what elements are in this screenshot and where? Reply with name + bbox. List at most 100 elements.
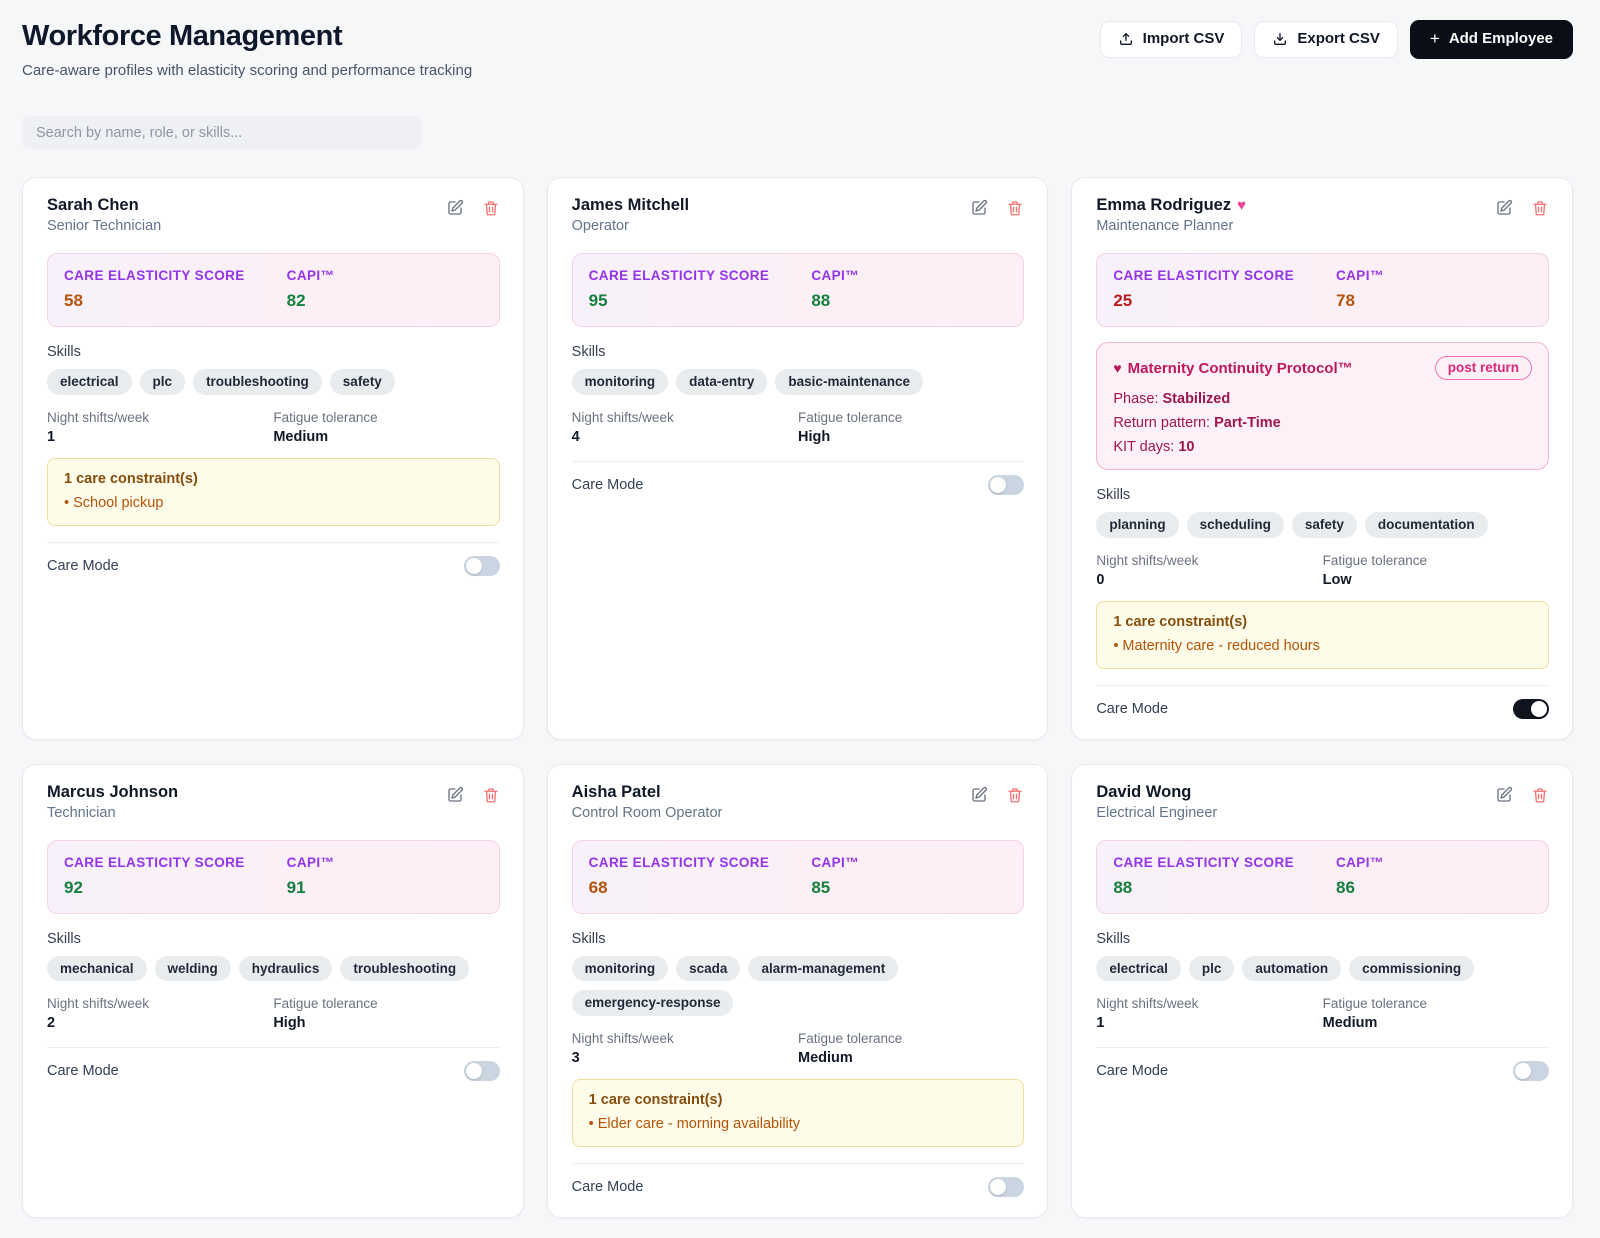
care-mode-label: Care Mode bbox=[47, 557, 119, 574]
fatigue-value: Low bbox=[1322, 571, 1352, 588]
skill-tags: monitoring data-entry basic-maintenance bbox=[571, 369, 1025, 395]
edit-icon bbox=[447, 199, 463, 215]
skill-tag: emergency-response bbox=[571, 990, 734, 1016]
care-mode-label: Care Mode bbox=[571, 476, 644, 493]
care-elasticity-value: 95 bbox=[588, 291, 608, 310]
skill-tags: monitoring scada alarm-management emergency… bbox=[571, 955, 1025, 1016]
care-elasticity-block: CARE ELASTICITY SCORE 92 bbox=[64, 855, 245, 898]
night-shifts-block: Night shifts/week 2 bbox=[47, 996, 273, 1031]
care-mode-label: Care Mode bbox=[1096, 700, 1169, 717]
skills-label: Skills bbox=[1096, 487, 1131, 503]
night-shifts-label: Night shifts/week bbox=[1096, 996, 1199, 1011]
maternity-rows: Phase: Stabilized Return pattern: Part-Ti… bbox=[1113, 391, 1532, 455]
care-elasticity-block: CARE ELASTICITY SCORE 68 bbox=[589, 855, 770, 898]
card-header: James Mitchell Operator bbox=[572, 196, 1025, 234]
edit-icon bbox=[447, 786, 463, 802]
skill-tag: data-entry bbox=[676, 369, 768, 395]
fatigue-block: Fatigue tolerance Low bbox=[1323, 553, 1549, 588]
fatigue-block: Fatigue tolerance High bbox=[273, 996, 499, 1031]
capi-label: CAPI™ bbox=[1336, 268, 1384, 283]
capi-label: CAPI™ bbox=[811, 268, 860, 283]
edit-button[interactable] bbox=[1495, 199, 1513, 217]
card-actions bbox=[446, 196, 500, 217]
care-elasticity-label: CARE ELASTICITY SCORE bbox=[64, 854, 245, 870]
fatigue-label: Fatigue tolerance bbox=[797, 1030, 903, 1046]
constraint-title: 1 care constraint(s) bbox=[588, 1091, 723, 1108]
score-panel: CARE ELASTICITY SCORE 58 CAPI™ 82 bbox=[47, 253, 500, 327]
employee-identity: Aisha Patel Control Room Operator bbox=[572, 783, 723, 821]
toggle-knob bbox=[990, 1178, 1007, 1195]
care-mode-toggle[interactable] bbox=[463, 1061, 500, 1081]
delete-button[interactable] bbox=[482, 199, 500, 217]
care-mode-toggle[interactable] bbox=[463, 555, 500, 576]
skill-tag: hydraulics bbox=[238, 955, 333, 981]
maternity-header: ♥ Maternity Continuity Protocol™ post ret… bbox=[1113, 356, 1532, 380]
delete-button[interactable] bbox=[1006, 786, 1024, 804]
card-actions bbox=[1495, 196, 1549, 217]
import-csv-button[interactable]: Import CSV bbox=[1099, 21, 1243, 58]
fatigue-label: Fatigue tolerance bbox=[273, 996, 378, 1011]
card-actions bbox=[970, 783, 1024, 804]
export-csv-button[interactable]: Export CSV bbox=[1254, 21, 1398, 58]
constraint-item: • Elder care - morning availability bbox=[588, 1115, 801, 1132]
edit-button[interactable] bbox=[970, 199, 988, 217]
edit-icon bbox=[1497, 199, 1513, 215]
care-elasticity-label: CARE ELASTICITY SCORE bbox=[588, 854, 770, 870]
fatigue-label: Fatigue tolerance bbox=[273, 409, 378, 425]
search-input[interactable] bbox=[22, 116, 422, 149]
care-mode-toggle[interactable] bbox=[988, 1176, 1025, 1197]
card-header: Aisha Patel Control Room Operator bbox=[572, 783, 1025, 821]
header-actions: Import CSV Export CSV + Add Employee bbox=[1099, 20, 1573, 59]
score-panel: CARE ELASTICITY SCORE 25 CAPI™ 78 bbox=[1096, 253, 1549, 327]
care-elasticity-value: 92 bbox=[64, 877, 83, 897]
employee-identity: David Wong Electrical Engineer bbox=[1096, 783, 1217, 821]
night-shifts-label: Night shifts/week bbox=[1096, 552, 1199, 568]
card-actions bbox=[970, 196, 1024, 217]
employee-role: Operator bbox=[571, 218, 629, 234]
skills-label: Skills bbox=[571, 344, 606, 360]
trash-icon bbox=[1008, 787, 1023, 802]
night-shifts-label: Night shifts/week bbox=[571, 409, 674, 425]
delete-button[interactable] bbox=[482, 786, 500, 804]
import-csv-label: Import CSV bbox=[1142, 30, 1225, 47]
capi-value: 78 bbox=[1336, 291, 1355, 310]
capi-value: 86 bbox=[1336, 877, 1355, 897]
delete-button[interactable] bbox=[1006, 199, 1024, 217]
meta-row: Night shifts/week 3 Fatigue tolerance Me… bbox=[572, 1031, 1025, 1066]
trash-icon bbox=[483, 787, 498, 802]
delete-button[interactable] bbox=[1531, 199, 1549, 217]
care-mode-toggle[interactable] bbox=[1512, 1061, 1549, 1081]
export-csv-label: Export CSV bbox=[1297, 30, 1380, 47]
skill-tag: safety bbox=[1291, 512, 1357, 538]
constraint-list: • School pickup bbox=[64, 495, 483, 511]
edit-button[interactable] bbox=[1495, 786, 1513, 804]
care-mode-toggle[interactable] bbox=[1512, 698, 1549, 719]
skill-tags: planning scheduling safety documentation bbox=[1096, 512, 1549, 538]
care-mode-toggle[interactable] bbox=[988, 474, 1025, 495]
edit-button[interactable] bbox=[446, 199, 464, 217]
employee-name: Aisha Patel bbox=[571, 782, 661, 801]
topbar: Workforce Management Care-aware profiles… bbox=[22, 20, 1573, 79]
add-employee-button[interactable]: + Add Employee bbox=[1409, 20, 1573, 59]
constraint-title: 1 care constraint(s) bbox=[64, 470, 198, 487]
capi-label: CAPI™ bbox=[286, 854, 335, 870]
maternity-title-text: Maternity Continuity Protocol™ bbox=[1127, 359, 1353, 377]
delete-button[interactable] bbox=[1531, 786, 1549, 804]
edit-button[interactable] bbox=[446, 786, 464, 804]
skill-tag: troubleshooting bbox=[193, 369, 322, 395]
night-shifts-value: 1 bbox=[1096, 1015, 1105, 1031]
employee-identity: James Mitchell Operator bbox=[572, 196, 689, 234]
search-row bbox=[22, 116, 1573, 149]
employee-grid: Sarah Chen Senior Technician bbox=[22, 177, 1573, 1218]
fatigue-value: High bbox=[797, 428, 831, 445]
capi-label: CAPI™ bbox=[811, 854, 860, 870]
edit-button[interactable] bbox=[970, 786, 988, 804]
capi-block: CAPI™ 82 bbox=[287, 268, 335, 311]
constraint-title: 1 care constraint(s) bbox=[1113, 613, 1248, 630]
download-icon bbox=[1272, 31, 1288, 47]
maternity-panel: ♥ Maternity Continuity Protocol™ post ret… bbox=[1096, 342, 1549, 470]
care-elasticity-block: CARE ELASTICITY SCORE 58 bbox=[64, 268, 245, 311]
care-mode-label: Care Mode bbox=[571, 1178, 644, 1195]
meta-row: Night shifts/week 2 Fatigue tolerance Hi… bbox=[47, 996, 500, 1031]
care-elasticity-label: CARE ELASTICITY SCORE bbox=[1113, 268, 1294, 283]
